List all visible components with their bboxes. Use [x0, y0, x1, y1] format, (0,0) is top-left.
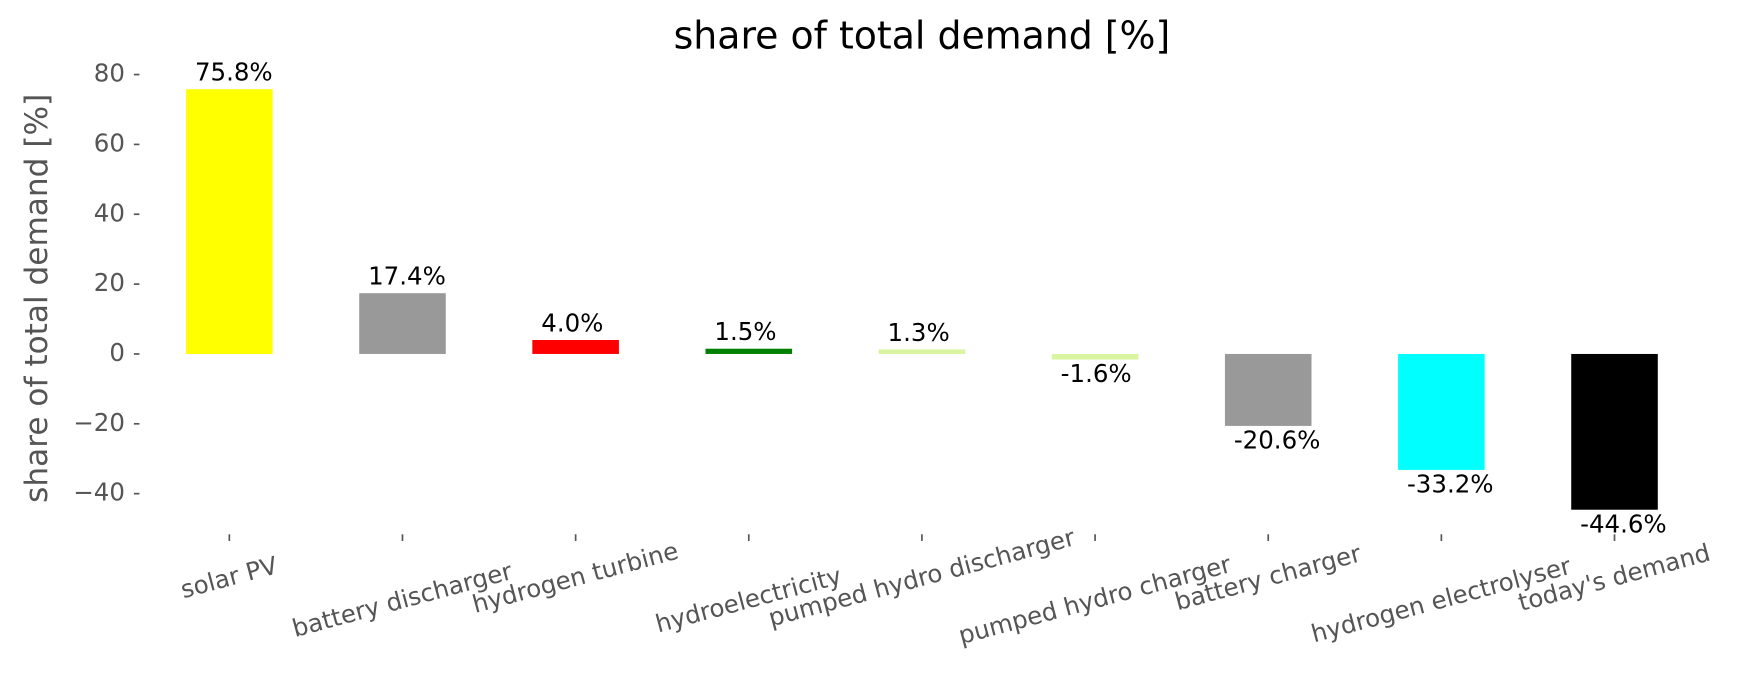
- y-tick-label: 80: [94, 59, 125, 88]
- y-tick-label: −20: [73, 408, 125, 437]
- y-tick-label: 20: [94, 268, 125, 297]
- bar: [878, 349, 966, 354]
- bar: [186, 89, 273, 354]
- bar: [359, 293, 446, 354]
- value-label: 75.8%: [195, 58, 273, 87]
- value-label: 1.3%: [888, 318, 950, 347]
- y-tick-label: 60: [94, 128, 125, 157]
- bar: [1051, 353, 1139, 360]
- x-tick-label: solar PV: [177, 550, 280, 604]
- y-tick-label: −40: [73, 478, 125, 507]
- y-tick-label: 0: [109, 338, 125, 367]
- y-axis-title: share of total demand [%]: [19, 94, 55, 503]
- chart-title: share of total demand [%]: [674, 13, 1171, 57]
- value-label: -1.6%: [1061, 359, 1132, 388]
- value-label: 17.4%: [368, 262, 446, 291]
- bar: [532, 339, 619, 354]
- bar: [1224, 353, 1312, 426]
- value-label: -44.6%: [1580, 509, 1667, 538]
- value-label: 1.5%: [714, 317, 776, 346]
- bar: [1571, 353, 1658, 510]
- bar: [1398, 353, 1485, 470]
- y-tick-label: 40: [94, 198, 125, 227]
- value-label: -20.6%: [1234, 425, 1321, 454]
- value-label: -33.2%: [1407, 469, 1494, 498]
- bar: [705, 348, 793, 354]
- value-label: 4.0%: [541, 308, 603, 337]
